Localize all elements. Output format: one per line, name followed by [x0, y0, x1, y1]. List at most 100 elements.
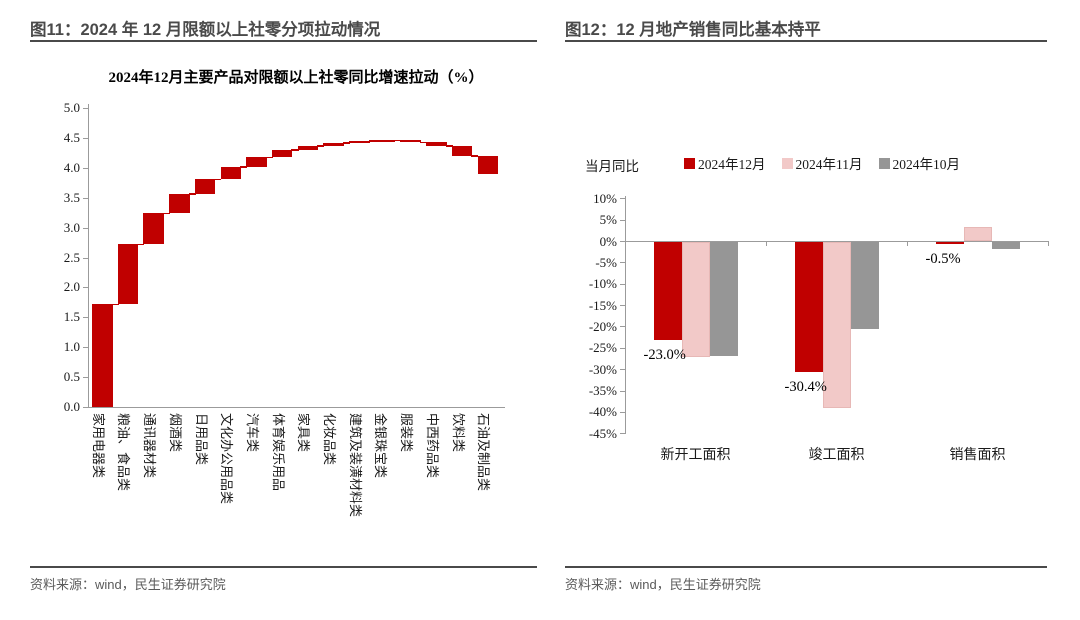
- y-tick-label: 4.0: [63, 159, 80, 175]
- x-category-label: 服装类: [399, 413, 415, 453]
- y-tick-label: -20%: [588, 318, 617, 334]
- legend-swatch-1: [781, 157, 793, 169]
- waterfall-connector: [265, 156, 273, 159]
- legend-swatch-2: [878, 157, 890, 169]
- x-category-label: 汽车类: [244, 413, 260, 453]
- y-tick-label: -35%: [588, 383, 617, 399]
- x-category-label: 竣工面积: [808, 448, 865, 463]
- waterfall-chart-title: 2024年12月主要产品对限额以上社零同比增速拉动（%）: [108, 70, 484, 86]
- figure-11-header-underline: [30, 40, 537, 42]
- y-tick-label: 1.0: [63, 339, 80, 355]
- y-tick-label: 0.5: [63, 369, 80, 385]
- waterfall-bar: [451, 145, 473, 156]
- y-tick: [83, 287, 88, 289]
- waterfall-bar: [349, 140, 370, 143]
- grouped-bar-legend: 2024年12月 2024年11月 2024年10月: [684, 153, 960, 173]
- waterfall-bar: [297, 145, 319, 150]
- y-tick: [83, 227, 88, 229]
- zero-line: [625, 241, 1048, 242]
- x-category-label: 文化办公用品类: [219, 413, 235, 505]
- legend-item: 2024年11月: [781, 153, 863, 173]
- y-tick: [620, 241, 625, 242]
- y-tick-label: -30%: [588, 361, 617, 377]
- waterfall-connector: [419, 141, 428, 144]
- x-category-label: 饮料类: [450, 413, 466, 453]
- figure-12-footer-rule: [565, 566, 1047, 568]
- bar-2024年10月-销售面积: [991, 242, 1020, 249]
- figure-11-header: 图11：2024 年 12 月限额以上社零分项拉动情况: [30, 21, 381, 39]
- bar-data-label: -30.4%: [784, 378, 827, 395]
- y-tick-label: 1.5: [63, 309, 80, 325]
- waterfall-bar: [374, 140, 396, 142]
- figure-11-source: 资料来源：wind，民生证券研究院: [30, 577, 226, 592]
- bar-2024年12月-竣工面积: [794, 242, 823, 372]
- x-axis-line: [84, 407, 505, 408]
- x-category-label: 家用电器类: [90, 413, 106, 479]
- y-tick-label: 3.5: [63, 189, 80, 205]
- y-tick: [83, 167, 88, 169]
- y-tick-label: 5%: [599, 212, 617, 228]
- waterfall-connector: [162, 212, 171, 215]
- legend-label-1: 2024年11月: [795, 157, 863, 172]
- x-category-label: 石油及制品类: [476, 413, 492, 492]
- x-category-label: 金银珠宝类: [373, 413, 389, 479]
- x-category-label: 通讯器材类: [142, 413, 158, 479]
- waterfall-connector: [368, 140, 376, 142]
- legend-label-0: 2024年12月: [698, 157, 766, 172]
- waterfall-bar: [271, 149, 293, 158]
- y-tick-label: 2.5: [63, 249, 80, 265]
- waterfall-bar: [323, 142, 344, 146]
- bar-2024年11月-竣工面积: [822, 242, 851, 408]
- legend-item: 2024年10月: [878, 153, 961, 173]
- bar-2024年11月-销售面积: [963, 227, 992, 241]
- waterfall-connector: [342, 142, 350, 144]
- y-tick: [83, 317, 88, 319]
- x-category-label: 家具类: [296, 413, 312, 453]
- y-tick: [620, 262, 625, 264]
- y-tick: [620, 283, 625, 285]
- y-tick: [620, 411, 625, 413]
- x-category-label: 新开工面积: [660, 448, 731, 463]
- x-category-label: 体育娱乐用品: [270, 413, 286, 492]
- waterfall-bar: [92, 304, 113, 407]
- y-tick: [83, 377, 88, 379]
- y-tick: [620, 433, 625, 435]
- x-category-label: 化妆品类: [322, 413, 338, 466]
- waterfall-bar: [246, 157, 267, 167]
- y-tick-label: -25%: [588, 340, 617, 356]
- waterfall-bar: [169, 193, 190, 214]
- y-tick-label: 4.5: [63, 129, 80, 145]
- waterfall-connector: [471, 155, 479, 157]
- waterfall-connector: [137, 243, 145, 246]
- waterfall-bar: [477, 155, 498, 174]
- bar-data-label: -23.0%: [643, 347, 686, 364]
- x-category-label: 日用品类: [193, 413, 209, 466]
- legend-label-2: 2024年10月: [892, 157, 961, 172]
- y-tick-label: 5.0: [63, 100, 80, 115]
- waterfall-connector: [291, 149, 299, 151]
- x-category-label: 粮油、食品类: [116, 413, 132, 492]
- y-tick: [620, 390, 625, 392]
- y-tick: [83, 407, 88, 408]
- y-tick-label: -10%: [588, 276, 617, 292]
- y-tick-label: 0.0: [63, 399, 80, 414]
- figure-12-source: 资料来源：wind，民生证券研究院: [565, 577, 761, 592]
- waterfall-bar: [400, 140, 421, 143]
- bar-2024年10月-竣工面积: [850, 242, 879, 330]
- y-tick: [620, 326, 625, 328]
- waterfall-connector: [111, 303, 119, 306]
- figure-11-footer-rule: [30, 566, 537, 568]
- category-tick: [907, 241, 908, 246]
- y-axis-line: [88, 104, 89, 408]
- figure-12-header-underline: [565, 40, 1047, 42]
- bar-2024年12月-销售面积: [935, 242, 964, 245]
- y-tick: [83, 108, 88, 109]
- y-tick-label: 0%: [599, 233, 617, 249]
- waterfall-connector: [240, 166, 248, 168]
- y-tick: [620, 219, 625, 221]
- bar-2024年11月-新开工面积: [681, 242, 710, 357]
- waterfall-connector: [317, 145, 325, 147]
- waterfall-connector: [188, 193, 196, 195]
- waterfall-bar: [220, 166, 241, 180]
